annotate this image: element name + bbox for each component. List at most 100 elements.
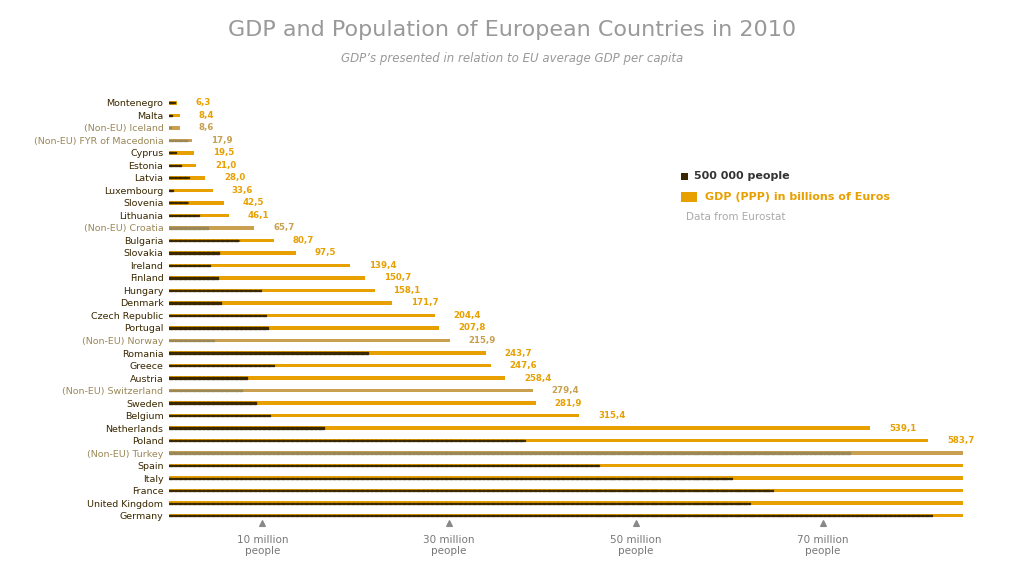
Text: 42,5: 42,5 [243,198,264,208]
Bar [355,502,359,503]
Bar [183,340,186,341]
Bar [267,365,270,366]
Bar [197,477,201,479]
Bar [267,490,270,491]
Bar [169,164,197,167]
Bar [178,402,182,403]
Text: 150,7: 150,7 [384,273,411,283]
Bar [430,465,434,466]
Bar [178,215,182,216]
Bar [183,415,186,416]
Bar [472,490,476,491]
Bar [627,515,630,516]
Bar [174,377,177,379]
Bar [375,477,378,479]
Bar [309,502,312,503]
Bar [206,502,210,503]
Bar [501,440,504,441]
Bar [795,453,799,454]
Bar [421,440,425,441]
Bar [547,465,551,466]
Bar [202,502,206,503]
Bar [220,315,224,316]
Bar [248,490,252,491]
Bar [505,477,509,479]
Bar [328,515,332,516]
Bar [496,502,500,503]
Bar [799,453,803,454]
Bar [580,515,584,516]
Bar [426,502,429,503]
Bar [645,477,649,479]
Bar [926,515,929,516]
Bar [197,353,201,354]
Bar [211,353,215,354]
Bar [258,365,261,366]
Bar [202,453,206,454]
Bar [543,515,546,516]
Bar [216,365,219,366]
Bar [696,515,700,516]
Bar [169,515,173,516]
Bar [187,402,191,403]
Bar [313,453,317,454]
Bar [439,515,443,516]
Bar [706,502,710,503]
Bar [556,477,560,479]
Bar [543,490,546,491]
Bar [286,490,290,491]
Bar [193,365,196,366]
Bar [216,428,219,429]
Bar [822,515,826,516]
Bar [248,290,252,291]
Bar [169,401,536,405]
Bar [193,477,196,479]
Bar [617,477,621,479]
Bar [267,502,270,503]
Bar [622,477,626,479]
Bar [696,477,700,479]
Bar [281,440,285,441]
Bar [454,453,458,454]
Bar [799,515,803,516]
Bar [183,140,186,141]
Bar [743,453,746,454]
Bar [169,190,173,191]
Bar [528,490,532,491]
Bar [258,327,261,328]
Bar [276,440,280,441]
Bar [556,502,560,503]
Bar [496,515,500,516]
Bar [711,477,714,479]
Bar [552,465,555,466]
Bar [183,477,186,479]
Bar [598,515,602,516]
Bar [510,465,513,466]
Bar [239,402,243,403]
Bar [869,515,872,516]
Bar [729,502,733,503]
Bar [565,477,569,479]
Bar [300,502,303,503]
Bar [248,465,252,466]
Bar [169,364,492,368]
Bar [333,490,336,491]
Bar [183,315,186,316]
Bar [276,515,280,516]
Bar [501,453,504,454]
Bar [711,490,714,491]
Bar [262,327,266,328]
Bar [510,515,513,516]
Bar [183,277,186,279]
Bar [351,465,354,466]
Bar [715,502,719,503]
Bar [193,277,196,279]
Bar [393,477,396,479]
Bar [444,490,449,491]
Bar [262,477,266,479]
Bar [902,515,905,516]
Bar [603,453,607,454]
Bar [244,353,248,354]
Bar [169,488,1024,492]
Text: GDP’s presented in relation to EU average GDP per capita: GDP’s presented in relation to EU averag… [341,52,683,65]
